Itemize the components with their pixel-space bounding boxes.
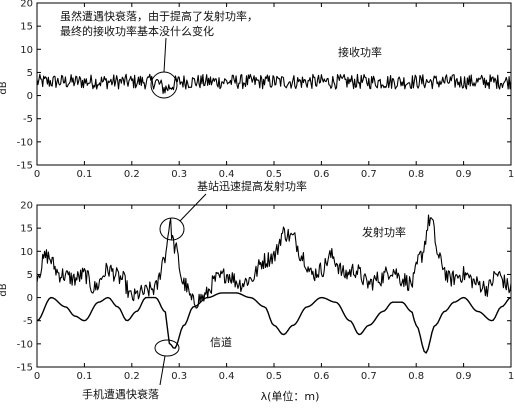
bottom-ytick-label: -10	[17, 339, 33, 350]
bottom-xtick-label: 0.2	[124, 371, 140, 382]
top-series-label: 接收功率	[338, 45, 382, 59]
top-xtick-label: 0.5	[266, 169, 282, 180]
top-xtick-label: 0.4	[219, 169, 235, 180]
top-xtick-label: 0.7	[361, 169, 377, 180]
bottom-annotation-fade: 手机遭遇快衰落	[82, 387, 159, 401]
bottom-fade-pointer	[159, 355, 166, 386]
bottom-ytick-label: -5	[23, 316, 33, 327]
top-ytick-label: 15	[20, 22, 33, 33]
top-xtick-label: 0.3	[171, 169, 187, 180]
top-xtick-label: 0.9	[456, 169, 472, 180]
bottom-ytick-label: 15	[20, 224, 33, 235]
top-xtick-label: 0.6	[313, 169, 329, 180]
bottom-boost-ellipse	[159, 217, 185, 241]
top-ylabel: dB	[0, 81, 9, 94]
top-ytick-label: 10	[20, 45, 33, 56]
bottom-xtick-label: 0.1	[76, 371, 92, 382]
top-annotation-line2: 最终的接收功率基本没什么变化	[60, 24, 214, 38]
bottom-xlabel: λ(单位：m)	[261, 389, 320, 403]
bottom-series-label-tx: 发射功率	[362, 225, 406, 239]
bottom-ytick-label: 10	[20, 247, 33, 258]
bottom-ylabel: dB	[0, 283, 9, 296]
top-xtick-label: 0	[34, 169, 40, 180]
bottom-xtick-label: 0	[34, 371, 40, 382]
bottom-ytick-label: 20	[20, 201, 33, 212]
top-xtick-label: 0.1	[76, 169, 92, 180]
bottom-xtick-label: 0.4	[219, 371, 235, 382]
bottom-xtick-label: 1	[508, 371, 514, 382]
bottom-xtick-label: 0.3	[171, 371, 187, 382]
top-xtick-label: 0.8	[408, 169, 424, 180]
bottom-annotation-boost: 基站迅速提高发射功率	[197, 179, 307, 193]
bottom-ytick-label: 0	[27, 293, 33, 304]
top-ytick-label: -15	[17, 161, 33, 172]
bottom-ytick-label: 5	[27, 270, 33, 281]
bottom-axes-frame	[36, 204, 512, 368]
bottom-fade-ellipse	[154, 339, 180, 357]
bottom-xtick-label: 0.8	[408, 371, 424, 382]
top-ytick-label: 5	[27, 68, 33, 79]
top-annotation-line1: 虽然遭遇快衰落，由于提高了发射功率，	[60, 9, 258, 23]
top-ytick-label: 20	[20, 0, 33, 10]
bottom-xtick-label: 0.5	[266, 371, 282, 382]
bottom-ytick-label: -15	[17, 363, 33, 374]
top-ytick-label: -10	[17, 137, 33, 148]
top-xtick-label: 1	[508, 169, 514, 180]
top-xtick-label: 0.2	[124, 169, 140, 180]
top-annotation-pointer	[163, 37, 167, 73]
bottom-series-smooth-1	[36, 292, 512, 354]
bottom-xtick-label: 0.7	[361, 371, 377, 382]
bottom-series-label-channel: 信道	[210, 335, 232, 349]
bottom-xtick-label: 0.9	[456, 371, 472, 382]
bottom-xtick-label: 0.6	[313, 371, 329, 382]
bottom-boost-pointer	[179, 193, 207, 222]
bottom-series-noisy-0	[36, 214, 512, 309]
top-ytick-label: 0	[27, 91, 33, 102]
top-ytick-label: -5	[23, 114, 33, 125]
top-series-noisy-0	[36, 73, 512, 94]
